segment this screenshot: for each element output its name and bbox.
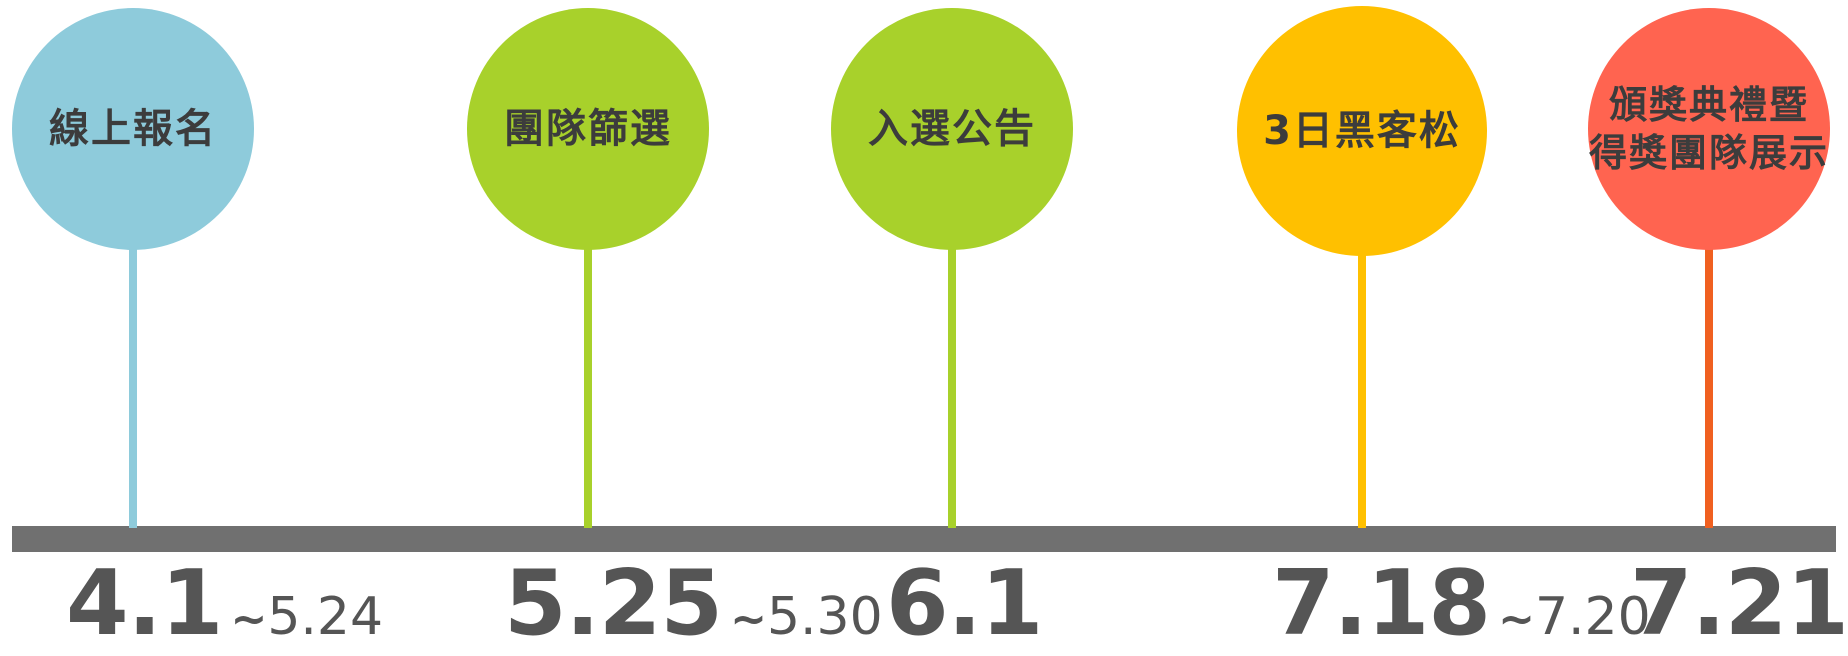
milestone-date-screening: 5.25 ~ 5.30 bbox=[504, 556, 883, 651]
milestone-stem-screening bbox=[584, 236, 592, 528]
milestone-stem-award-ceremony bbox=[1705, 236, 1713, 528]
milestone-stem-announcement bbox=[948, 236, 956, 528]
date-tilde: ~ bbox=[730, 594, 767, 645]
date-start: 5.25 bbox=[504, 551, 723, 656]
milestone-stem-registration bbox=[129, 236, 137, 528]
date-tilde: ~ bbox=[230, 594, 268, 645]
milestone-label-screening: 團隊篩選 bbox=[504, 106, 672, 152]
date-tilde: ~ bbox=[1498, 594, 1535, 645]
milestone-stem-hackathon bbox=[1358, 236, 1366, 528]
date-start: 7.21 bbox=[1630, 551, 1848, 656]
milestone-label-hackathon: 3日黑客松 bbox=[1263, 108, 1461, 154]
milestone-label-announcement: 入選公告 bbox=[868, 106, 1036, 152]
milestone-circle-announcement: 入選公告 bbox=[831, 8, 1073, 250]
date-end: 7.20 bbox=[1534, 587, 1651, 647]
milestone-label-award-ceremony-line2: 得獎團隊展示 bbox=[1588, 131, 1829, 175]
milestone-date-announcement: 6.1 bbox=[886, 551, 1043, 656]
milestone-circle-registration: 線上報名 bbox=[12, 8, 254, 250]
date-end: 5.24 bbox=[267, 587, 384, 647]
milestone-circle-hackathon: 3日黑客松 bbox=[1237, 6, 1487, 256]
milestone-label-award-ceremony-line1: 頒獎典禮暨 bbox=[1608, 83, 1809, 127]
timeline-bar bbox=[12, 526, 1836, 552]
milestone-label-registration: 線上報名 bbox=[49, 106, 217, 152]
date-start: 7.18 bbox=[1272, 551, 1491, 656]
milestone-label-award-ceremony: 頒獎典禮暨 得獎團隊展示 bbox=[1588, 81, 1830, 177]
milestone-date-award-ceremony: 7.21 bbox=[1630, 556, 1848, 651]
milestone-circle-award-ceremony: 頒獎典禮暨 得獎團隊展示 bbox=[1588, 8, 1830, 250]
milestone-date-registration: 4.1 ~ 5.24 bbox=[66, 556, 383, 651]
date-end: 5.30 bbox=[766, 587, 883, 647]
date-start: 4.1 bbox=[66, 551, 223, 656]
milestone-date-hackathon: 7.18 ~ 7.20 bbox=[1272, 556, 1651, 651]
milestone-circle-screening: 團隊篩選 bbox=[467, 8, 709, 250]
date-start: 6.1 bbox=[886, 551, 1043, 656]
